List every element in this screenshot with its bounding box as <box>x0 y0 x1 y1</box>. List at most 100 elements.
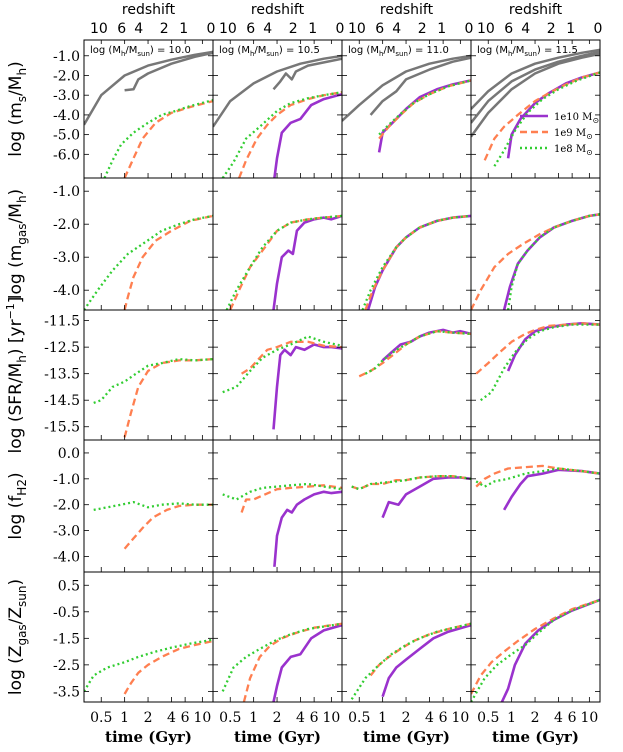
y-tick-label: 0.5 <box>58 578 80 594</box>
x-tick-label: 6 <box>310 710 319 726</box>
panel-frame <box>212 177 343 311</box>
x-axis-label: time (Gyr) <box>492 728 579 746</box>
series-1e9-line <box>242 622 342 702</box>
series-1e10-line <box>381 476 471 519</box>
panel-frame <box>341 571 472 703</box>
panel-lines <box>221 622 342 702</box>
y-tick-label: -1.5 <box>53 631 80 647</box>
series-1e9-line <box>229 214 342 310</box>
y-tick-label: -2.0 <box>53 217 80 233</box>
redshift-tick-label: 10 <box>90 21 108 37</box>
panel-frame <box>470 571 601 703</box>
panel-frame <box>83 309 214 441</box>
series-1e8-line <box>93 500 213 512</box>
reference-line-1 <box>213 54 342 128</box>
series-1e8-line <box>84 214 213 310</box>
series-1e10-line <box>506 71 600 159</box>
panel-lines <box>213 54 342 178</box>
series-1e10-line <box>381 623 471 698</box>
panel-title-mass: log (Mh/Msun) = 10.0 <box>90 45 191 58</box>
series-1e8-line <box>103 98 213 178</box>
redshift-tick-label: 4 <box>263 21 272 37</box>
y-axis-label-4: log (fH2) <box>6 472 29 539</box>
redshift-tick-label: 1 <box>437 21 446 37</box>
redshift-tick-label: 2 <box>289 21 298 37</box>
y-tick-label: -15.5 <box>44 420 80 436</box>
x-tick-label: 2 <box>531 710 540 726</box>
y-tick-label: -1.0 <box>53 49 80 65</box>
redshift-tick-label: 0 <box>336 21 345 37</box>
y-tick-label: -4.0 <box>53 549 80 565</box>
panel-r5-c2 <box>212 571 343 703</box>
series-1e9-line <box>475 464 600 488</box>
reference-line-2 <box>369 56 471 116</box>
x-tick-label: 2 <box>273 710 282 726</box>
panel-lines <box>84 214 213 310</box>
x-tick-label: 0.5 <box>477 710 499 726</box>
panel-r1-c2 <box>212 39 343 179</box>
redshift-axis-label: redshift <box>509 2 563 18</box>
series-1e9-line <box>123 503 213 550</box>
redshift-tick-label: 2 <box>418 21 427 37</box>
panel-r3-c4 <box>470 309 601 441</box>
x-tick-label: 1 <box>378 710 387 726</box>
x-axis-label: time (Gyr) <box>234 728 321 746</box>
redshift-tick-label: 6 <box>117 21 126 37</box>
panel-title-mass: log (Mh/Msun) = 10.5 <box>219 45 320 58</box>
series-1e10-line <box>506 322 600 372</box>
series-1e10-line <box>500 598 600 702</box>
y-axis-label-5: log (Zgas/Zsun) <box>6 579 29 695</box>
panel-frame <box>341 439 472 573</box>
panel-r1-c1 <box>83 39 214 179</box>
y-tick-label: -12.5 <box>44 340 80 356</box>
panel-lines <box>93 357 213 438</box>
panel-lines <box>222 335 342 430</box>
series-1e8-line <box>471 598 600 702</box>
series-1e8-line <box>480 323 600 402</box>
redshift-tick-label: 10 <box>219 21 237 37</box>
redshift-axis-label: redshift <box>122 2 176 18</box>
panel-frame <box>83 571 214 703</box>
y-tick-label: -6.0 <box>53 147 80 163</box>
panel-r5-c4 <box>470 571 601 703</box>
y-tick-label: -5.0 <box>53 128 80 144</box>
redshift-tick-label: 2 <box>547 21 556 37</box>
redshift-axis-label: redshift <box>251 2 305 18</box>
x-tick-label: 4 <box>425 710 434 726</box>
series-1e8-line <box>350 622 471 700</box>
y-tick-label: -3.0 <box>53 524 80 540</box>
series-1e9-line <box>123 99 213 178</box>
y-tick-label: -4.0 <box>53 108 80 124</box>
panel-frame <box>470 439 601 573</box>
redshift-tick-label: 4 <box>521 21 530 37</box>
panel-r3-c3 <box>341 309 472 441</box>
y-tick-label: -13.5 <box>44 367 80 383</box>
panel-lines <box>475 464 600 511</box>
x-tick-label: 10 <box>451 710 469 726</box>
panel-lines <box>358 328 471 378</box>
reference-line-2 <box>471 50 600 124</box>
x-tick-label: 4 <box>296 710 305 726</box>
panel-r1-c3 <box>341 39 472 179</box>
panel-title-mass: log (Mh/Msun) = 11.0 <box>348 45 449 58</box>
panel-lines <box>84 638 213 695</box>
x-tick-label: 2 <box>402 710 411 726</box>
series-1e9-line <box>378 79 471 140</box>
x-tick-label: 6 <box>439 710 448 726</box>
panel-r4-c3 <box>341 439 472 573</box>
panel-r2-c3 <box>341 177 472 311</box>
series-1e8-line <box>364 330 471 375</box>
panel-lines <box>225 214 342 310</box>
panel-frame <box>470 177 601 311</box>
x-tick-label: 10 <box>193 710 211 726</box>
redshift-tick-label: 1 <box>566 21 575 37</box>
y-tick-label: -3.5 <box>53 684 80 700</box>
series-1e10-line <box>273 92 342 178</box>
series-1e10-line <box>366 214 471 310</box>
panel-r2-c1 <box>83 177 214 311</box>
legend-label-1: 1e10 M⊙ <box>554 112 599 125</box>
panel-r4-c2 <box>212 439 343 573</box>
series-1e10-line <box>273 490 342 567</box>
panel-frame <box>341 177 472 311</box>
